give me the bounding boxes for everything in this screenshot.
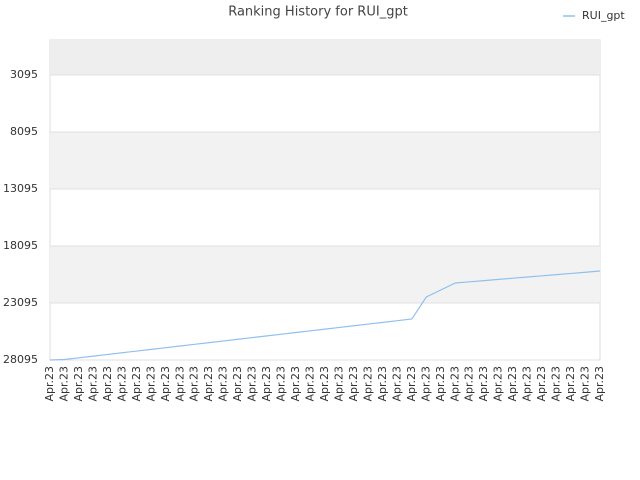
x-tick-label: Apr.23 (361, 366, 374, 402)
plot-band (50, 40, 600, 75)
x-tick-label: Apr.23 (159, 366, 172, 402)
y-tick-label: 18095 (3, 239, 38, 252)
chart-title: Ranking History for RUI_gpt (228, 5, 408, 20)
x-tick-label: Apr.23 (86, 366, 99, 402)
y-tick-label: 23095 (3, 296, 38, 309)
plot-band (50, 245, 600, 303)
y-tick-label: 8095 (10, 125, 38, 138)
x-tick-label: Apr.23 (492, 366, 505, 402)
x-tick-label: Apr.23 (390, 366, 403, 402)
x-tick-label: Apr.23 (419, 366, 432, 402)
x-tick-label: Apr.23 (593, 366, 606, 402)
x-tick-label: Apr.23 (57, 366, 70, 402)
x-tick-label: Apr.23 (564, 366, 577, 402)
x-tick-label: Apr.23 (101, 366, 114, 402)
x-tick-label: Apr.23 (246, 366, 259, 402)
x-tick-label: Apr.23 (130, 366, 143, 402)
x-tick-label: Apr.23 (304, 366, 317, 402)
x-tick-label: Apr.23 (115, 366, 128, 402)
x-tick-label: Apr.23 (434, 366, 447, 402)
y-tick-label: 3095 (10, 68, 38, 81)
x-tick-label: Apr.23 (347, 366, 360, 402)
x-tick-label: Apr.23 (521, 366, 534, 402)
x-tick-label: Apr.23 (217, 366, 230, 402)
x-tick-label: Apr.23 (289, 366, 302, 402)
x-tick-label: Apr.23 (275, 366, 288, 402)
x-tick-label: Apr.23 (72, 366, 85, 402)
x-tick-label: Apr.23 (550, 366, 563, 402)
x-tick-label: Apr.23 (448, 366, 461, 402)
data-line (49, 270, 601, 361)
x-tick-label: Apr.23 (144, 366, 157, 402)
x-tick-label: Apr.23 (535, 366, 548, 402)
y-tick-label: 13095 (3, 182, 38, 195)
x-tick-label: Apr.23 (202, 366, 215, 402)
plot-band (50, 131, 600, 189)
x-tick-label: Apr.23 (405, 366, 418, 402)
x-tick-label: Apr.23 (188, 366, 201, 402)
x-tick-label: Apr.23 (579, 366, 592, 402)
x-tick-label: Apr.23 (463, 366, 476, 402)
x-tick-label: Apr.23 (231, 366, 244, 402)
x-tick-label: Apr.23 (173, 366, 186, 402)
x-tick-label: Apr.23 (506, 366, 519, 402)
x-tick-label: Apr.23 (376, 366, 389, 402)
x-tick-label: Apr.23 (318, 366, 331, 402)
y-tick-label: 28095 (3, 353, 38, 366)
x-tick-label: Apr.23 (43, 366, 56, 402)
x-tick-label: Apr.23 (260, 366, 273, 402)
plot-background (49, 39, 601, 361)
legend-label: RUI_gpt (582, 9, 625, 22)
x-tick-label: Apr.23 (477, 366, 490, 402)
x-tick-label: Apr.23 (332, 366, 345, 402)
